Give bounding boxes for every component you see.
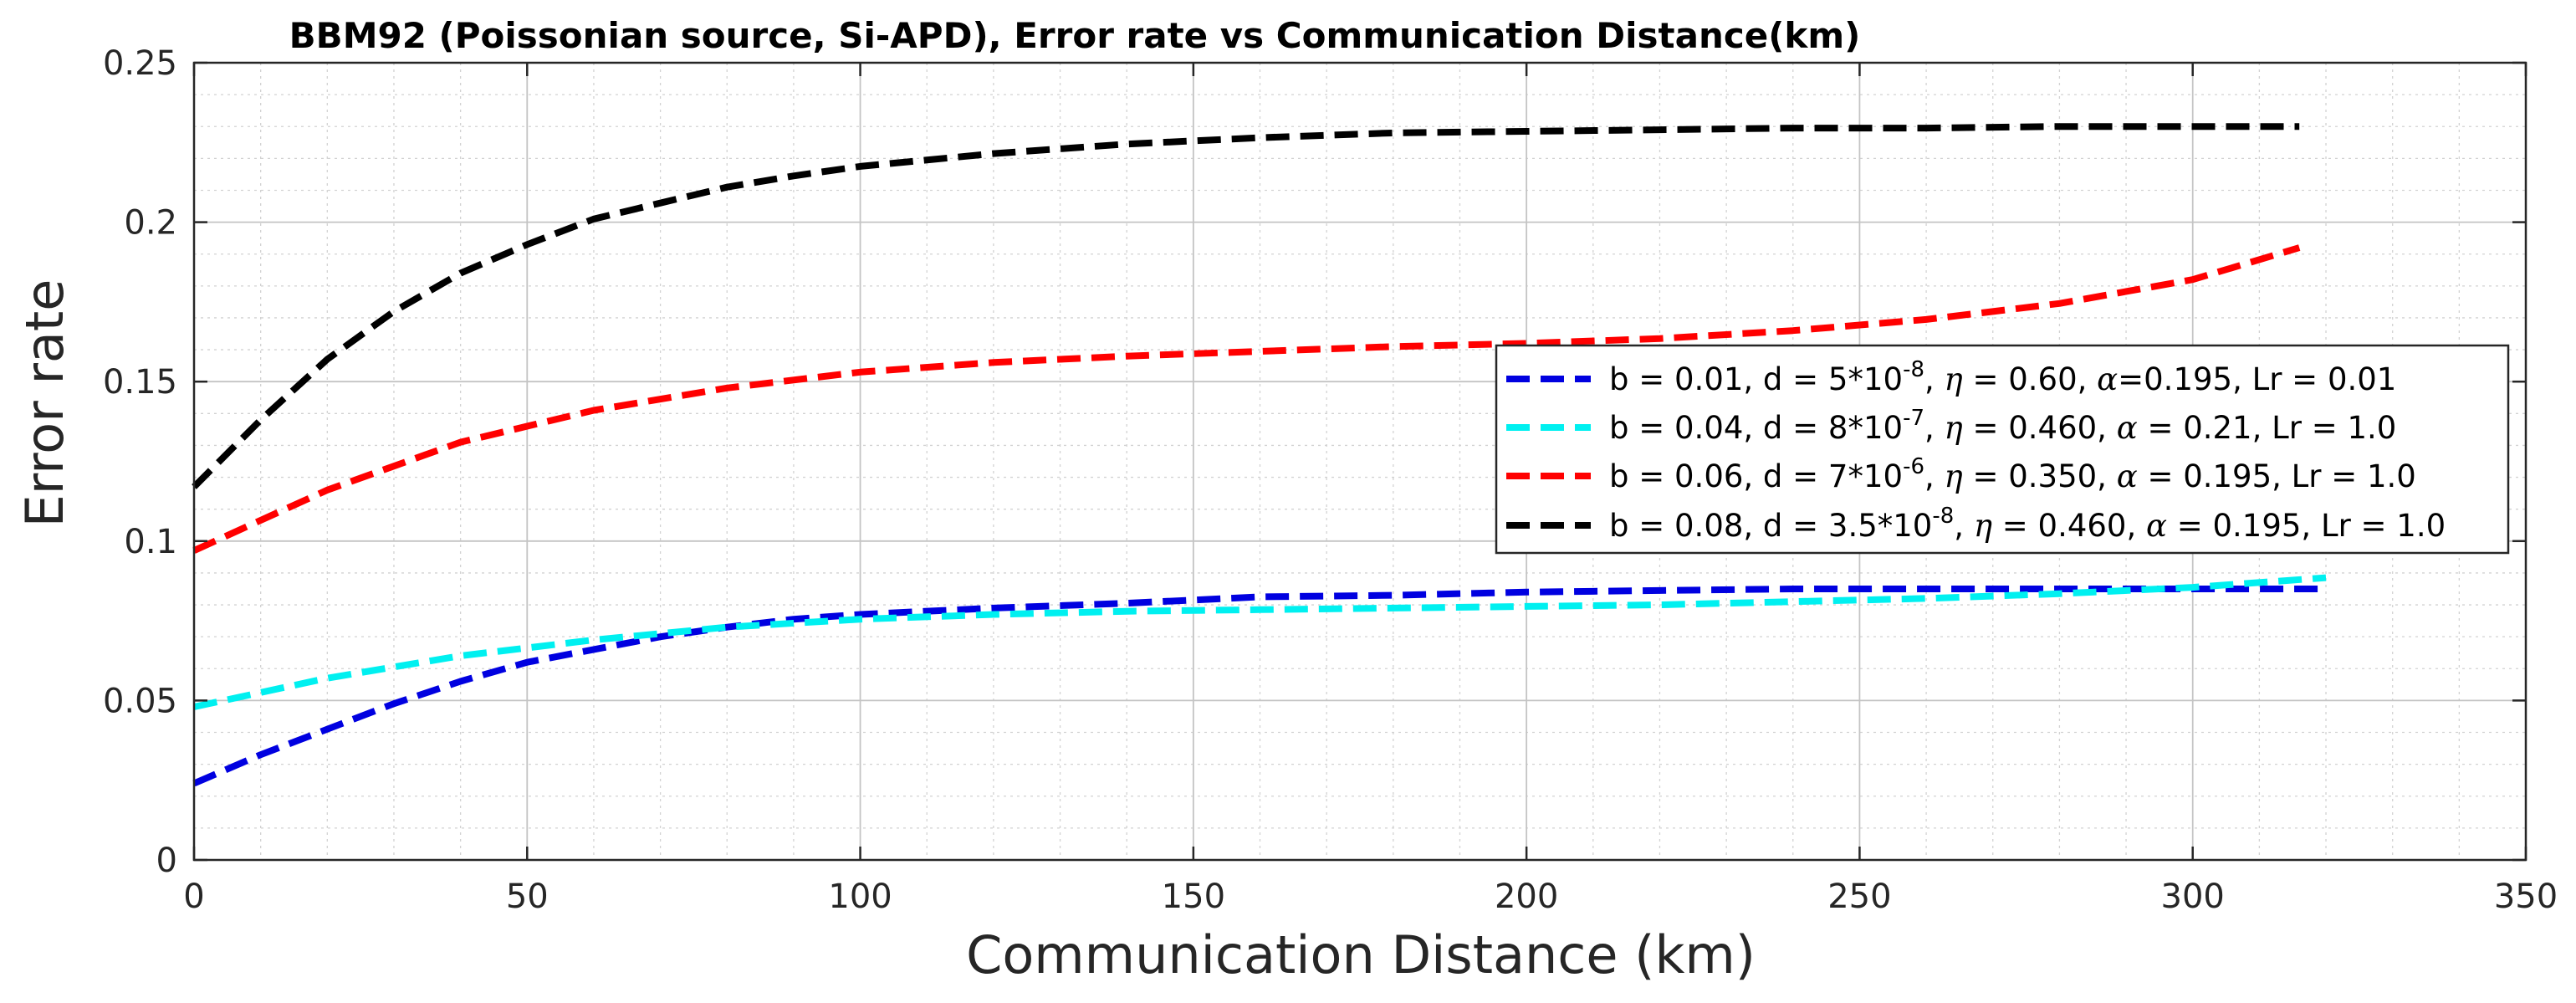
legend-exponent: -8 <box>1903 357 1924 382</box>
legend-greek-symbol: η <box>1945 458 1963 494</box>
series-line-1 <box>192 586 2326 787</box>
legend-text: = 0.350, <box>1963 458 2117 494</box>
legend: b = 0.01, d = 5*10-8, η = 0.60, α=0.195,… <box>1495 344 2510 555</box>
legend-text: = 0.195, Lr = 1.0 <box>2167 508 2446 544</box>
legend-text: =0.195, Lr = 0.01 <box>2118 361 2396 397</box>
minor-grid <box>194 63 2526 860</box>
chart-title: BBM92 (Poissonian source, Si-APD), Error… <box>289 15 1861 56</box>
y-tick-label: 0 <box>156 842 177 880</box>
legend-text: = 0.195, Lr = 1.0 <box>2138 458 2416 494</box>
y-axis-label: Error rate <box>14 279 75 528</box>
legend-box <box>1495 344 2510 555</box>
plot-frame <box>192 61 2527 862</box>
legend-text: b = 0.04, d = 8*10 <box>1609 410 1903 446</box>
legend-greek-symbol: η <box>1945 410 1963 446</box>
legend-entry-4: b = 0.08, d = 3.5*10-8, η = 0.460, α = 0… <box>1609 504 2446 544</box>
legend-exponent: -6 <box>1903 454 1924 479</box>
y-tick-label: 0.05 <box>103 682 177 720</box>
legend-exponent: -8 <box>1932 504 1954 529</box>
legend-text: = 0.460, <box>1992 508 2146 544</box>
y-tick-label: 0.2 <box>124 204 177 243</box>
legend-text: , <box>1924 410 1945 446</box>
x-tick-label: 350 <box>2494 878 2558 916</box>
legend-greek-symbol: α <box>2117 458 2138 494</box>
legend-text: = 0.60, <box>1963 361 2097 397</box>
legend-entry-3: b = 0.06, d = 7*10-6, η = 0.350, α = 0.1… <box>1609 454 2416 494</box>
x-tick-label: 150 <box>1162 878 1225 916</box>
legend-greek-symbol: η <box>1945 361 1963 397</box>
legend-entry-1: b = 0.01, d = 5*10-8, η = 0.60, α=0.195,… <box>1609 357 2396 397</box>
x-tick-label: 0 <box>183 878 204 916</box>
axis-ticks: 0 50 100 150 200 250 300 350 0 0.05 0.1 0.15 0.2 0.25 <box>103 44 2558 916</box>
legend-greek-symbol: η <box>1974 508 1992 544</box>
x-tick-label: 300 <box>2161 878 2225 916</box>
x-axis-label: Communication Distance (km) <box>966 924 1756 985</box>
legend-greek-symbol: α <box>2097 361 2118 397</box>
series-line-2 <box>193 574 2327 710</box>
x-tick-label: 50 <box>506 878 549 916</box>
y-tick-label: 0.15 <box>103 363 177 402</box>
legend-entry-2: b = 0.04, d = 8*10-7, η = 0.460, α = 0.2… <box>1609 406 2396 446</box>
legend-text: , <box>1924 458 1945 494</box>
series-layer <box>192 123 2327 787</box>
legend-text: b = 0.06, d = 7*10 <box>1609 458 1903 494</box>
legend-text: b = 0.08, d = 3.5*10 <box>1609 508 1932 544</box>
legend-text: , <box>1924 361 1945 397</box>
legend-text: b = 0.01, d = 5*10 <box>1609 361 1903 397</box>
x-tick-label: 100 <box>828 878 892 916</box>
y-tick-label: 0.1 <box>124 523 177 561</box>
legend-greek-symbol: α <box>2146 508 2167 544</box>
x-tick-label: 200 <box>1495 878 1558 916</box>
legend-greek-symbol: α <box>2117 410 2138 446</box>
legend-text: = 0.21, Lr = 1.0 <box>2138 410 2397 446</box>
x-tick-label: 250 <box>1827 878 1891 916</box>
legend-text: = 0.460, <box>1963 410 2117 446</box>
legend-text: , <box>1954 508 1974 544</box>
series-line-4 <box>192 123 2300 489</box>
legend-exponent: -7 <box>1903 406 1924 431</box>
series-line-3 <box>192 244 2301 554</box>
y-tick-label: 0.25 <box>103 44 177 83</box>
